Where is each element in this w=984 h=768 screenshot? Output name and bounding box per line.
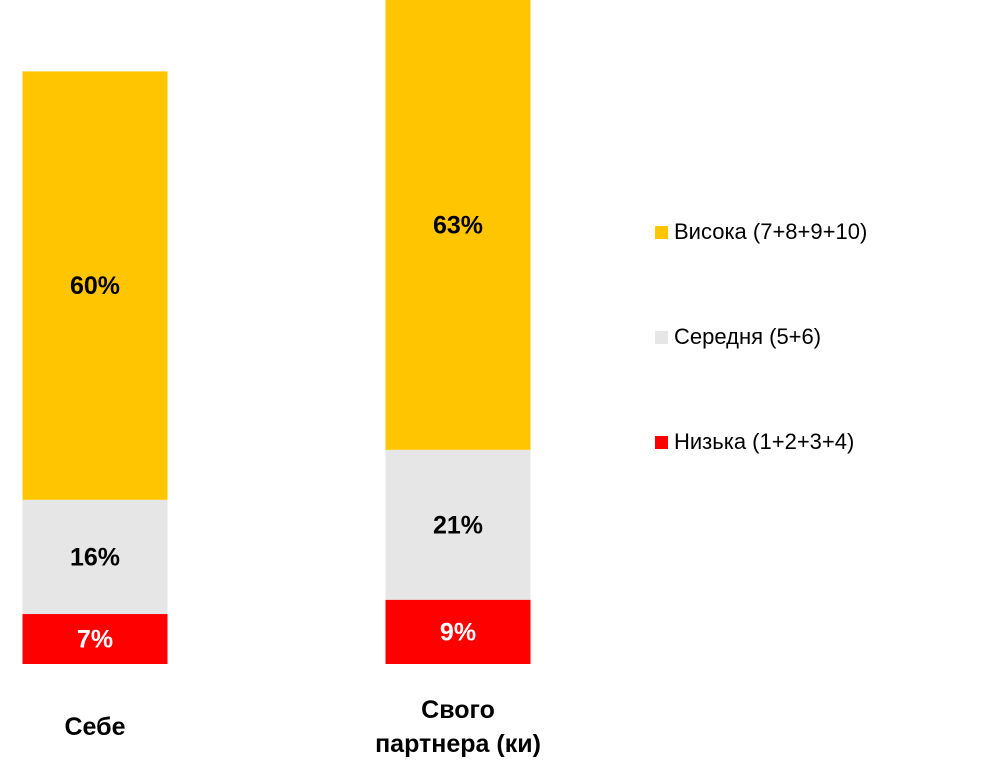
bar-segment [385,599,531,664]
data-label: 60% [70,272,120,300]
legend-swatch [655,331,668,344]
bar-segment [22,499,168,615]
data-label: 63% [433,212,483,240]
data-label: 21% [433,511,483,539]
category-label: Свого партнера (ки) [375,696,541,758]
data-label: 16% [70,544,120,572]
legend-label: Висока (7+8+9+10) [674,219,867,244]
legend-label: Низька (1+2+3+4) [674,429,854,454]
legend-swatch [655,226,668,239]
bar-segment [385,449,531,600]
bar-segment [22,71,168,500]
bar-segment [385,0,531,450]
data-label: 7% [77,626,113,654]
legend-swatch [655,436,668,449]
data-label: 9% [440,618,476,646]
category-label: Себе [64,713,126,741]
legend-label: Середня (5+6) [674,324,821,349]
bar-segment [22,614,168,664]
